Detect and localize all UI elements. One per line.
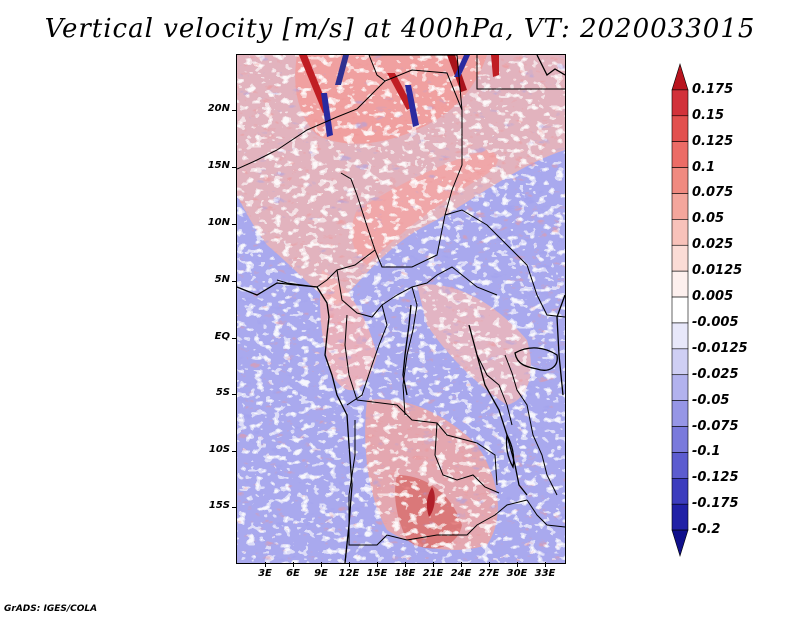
colorbar-label: -0.2 [692,522,721,538]
lat-label: 10S [208,444,230,455]
colorbar-label: 0.025 [692,237,734,253]
lon-label: 18E [394,568,416,579]
velocity-map [236,54,566,564]
colorbar-swatch [671,270,689,298]
lat-tick [232,507,237,508]
colorbar-swatch [671,244,689,272]
lon-tick [377,562,378,567]
lat-tick [232,281,237,282]
coastline-and-lakes [237,55,565,563]
lon-tick [405,562,406,567]
colorbar-swatch [671,503,689,531]
lon-label: 24E [450,568,472,579]
lat-tick [232,167,237,168]
colorbar-label: -0.025 [692,366,739,382]
lat-label: 5N [214,274,230,285]
lat-label: 20N [207,103,230,114]
lon-label: 21E [422,568,444,579]
colorbar-swatch [671,193,689,220]
chart-title: Vertical velocity [m/s] at 400hPa, VT: 2… [44,14,756,44]
colorbar-swatch [671,167,689,194]
lon-label: 3E [258,568,272,579]
lon-label: 27E [478,568,500,579]
colorbar-swatch [671,219,689,246]
lat-label: 5S [215,387,230,398]
lat-label: 15N [207,160,230,171]
lat-tick [232,338,237,339]
colorbar-label: 0.1 [692,159,716,175]
lat-label: 10N [207,217,230,228]
lon-tick [433,562,434,567]
lon-tick [265,562,266,567]
colorbar-label: -0.175 [692,496,739,512]
colorbar-arrow-bottom [671,529,689,558]
country-borders [237,55,565,563]
colorbar-swatch [671,400,689,427]
lon-label: 15E [366,568,388,579]
colorbar-label: -0.1 [692,444,721,460]
lon-label: 33E [534,568,556,579]
lon-label: 9E [314,568,328,579]
lat-tick [232,451,237,452]
lat-label: EQ [214,331,230,342]
colorbar-label: -0.0125 [692,340,748,356]
colorbar-swatch [671,348,689,376]
lon-tick [461,562,462,567]
grads-credit: GrADS: IGES/COLA [4,604,98,614]
colorbar-swatch [671,322,689,350]
lon-tick [293,562,294,567]
colorbar-label: 0.0125 [692,263,743,279]
colorbar-swatch [671,478,689,505]
colorbar-label: 0.005 [692,289,734,305]
colorbar-label: 0.175 [692,81,734,97]
lon-label: 6E [286,568,300,579]
colorbar-label: -0.075 [692,418,739,434]
velocity-field [237,55,565,563]
colorbar-label: 0.15 [692,107,725,123]
lon-label: 12E [338,568,360,579]
colorbar-label: -0.05 [692,392,730,408]
lat-tick [232,394,237,395]
colorbar-swatch [671,426,689,453]
colorbar-label: -0.125 [692,470,739,486]
colorbar-label: 0.05 [692,211,725,227]
lon-tick [321,562,322,567]
colorbar-arrow-top [671,62,689,91]
colorbar-label: -0.005 [692,314,739,330]
lon-label: 30E [506,568,528,579]
colorbar-swatch [671,452,689,479]
lon-tick [349,562,350,567]
colorbar-swatch [671,141,689,168]
colorbar-swatch [671,296,689,324]
colorbar-swatch [671,374,689,401]
colorbar-label: 0.125 [692,133,734,149]
colorbar-swatch [671,115,689,142]
lon-tick [517,562,518,567]
lon-tick [545,562,546,567]
lat-label: 15S [208,500,230,511]
lat-tick [232,224,237,225]
colorbar-label: 0.075 [692,185,734,201]
lon-tick [489,562,490,567]
lat-tick [232,110,237,111]
colorbar-swatch [671,89,689,117]
